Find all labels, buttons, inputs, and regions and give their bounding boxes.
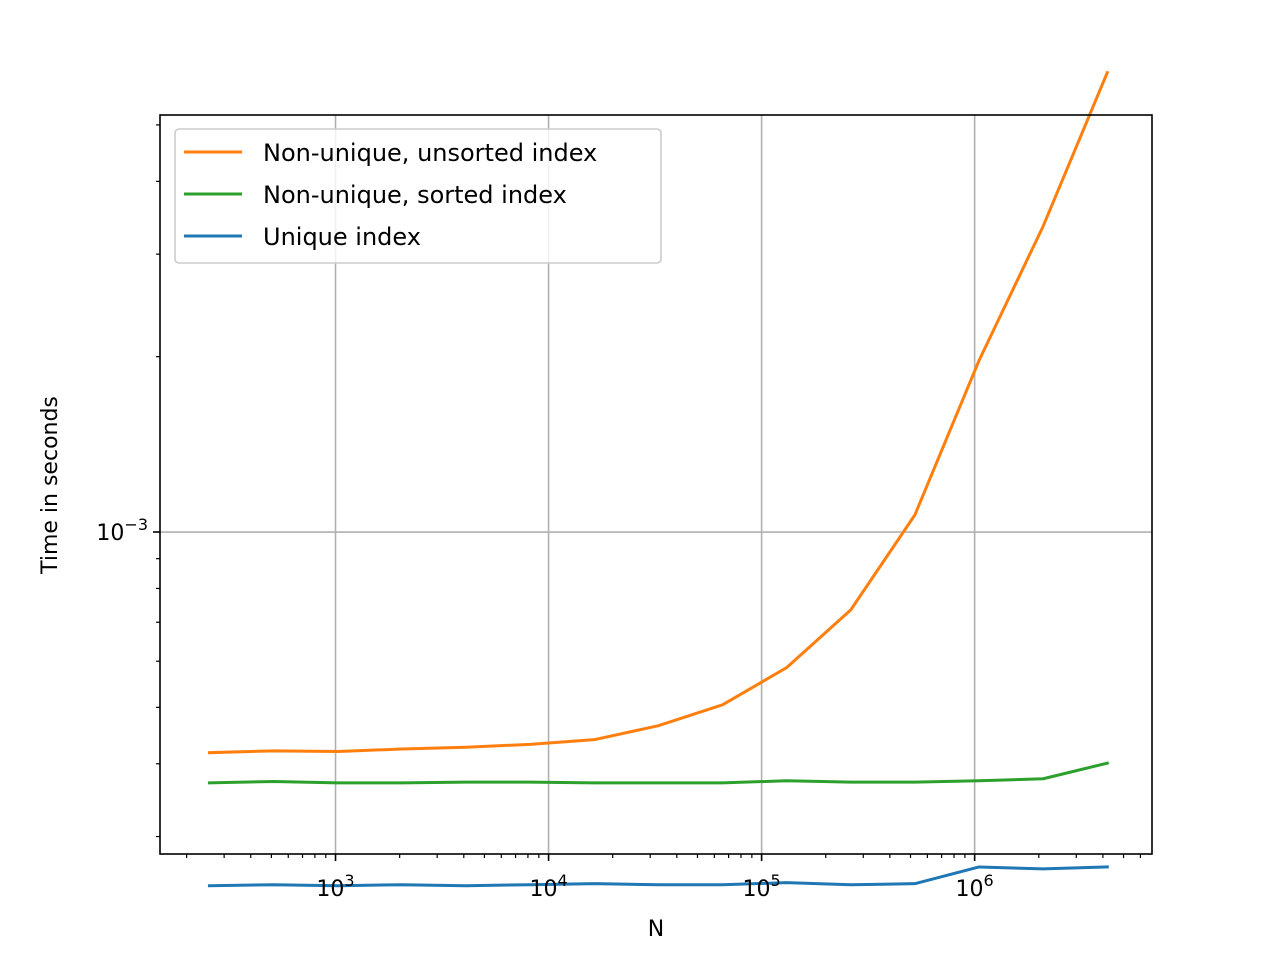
legend-label-unsorted: Non-unique, unsorted index: [263, 139, 597, 167]
series-line-unsorted: [207, 70, 1110, 755]
x-tick-label: 104: [529, 871, 567, 902]
legend-label-unique: Unique index: [263, 223, 421, 251]
x-tick-labels: 103 104 105 106: [316, 871, 993, 902]
legend-label-sorted: Non-unique, sorted index: [263, 181, 567, 209]
series-lines: [207, 70, 1110, 888]
legend-box: [174, 128, 662, 264]
x-tick-label: 106: [956, 871, 994, 902]
x-tick-label: 103: [316, 871, 354, 902]
y-axis-label: Time in seconds: [38, 396, 63, 575]
series-line-unique: [207, 865, 1109, 888]
major-ticks: [153, 531, 976, 861]
series-line-sorted: [207, 761, 1110, 785]
y-tick-label: 10−3: [96, 515, 148, 546]
y-tick-labels: 10−3: [96, 515, 148, 546]
legend: Non-unique, unsorted index Non-unique, s…: [174, 128, 662, 264]
plot-frame: [159, 114, 1153, 855]
x-axis-label: N: [648, 917, 664, 942]
x-tick-label: 105: [743, 871, 781, 902]
